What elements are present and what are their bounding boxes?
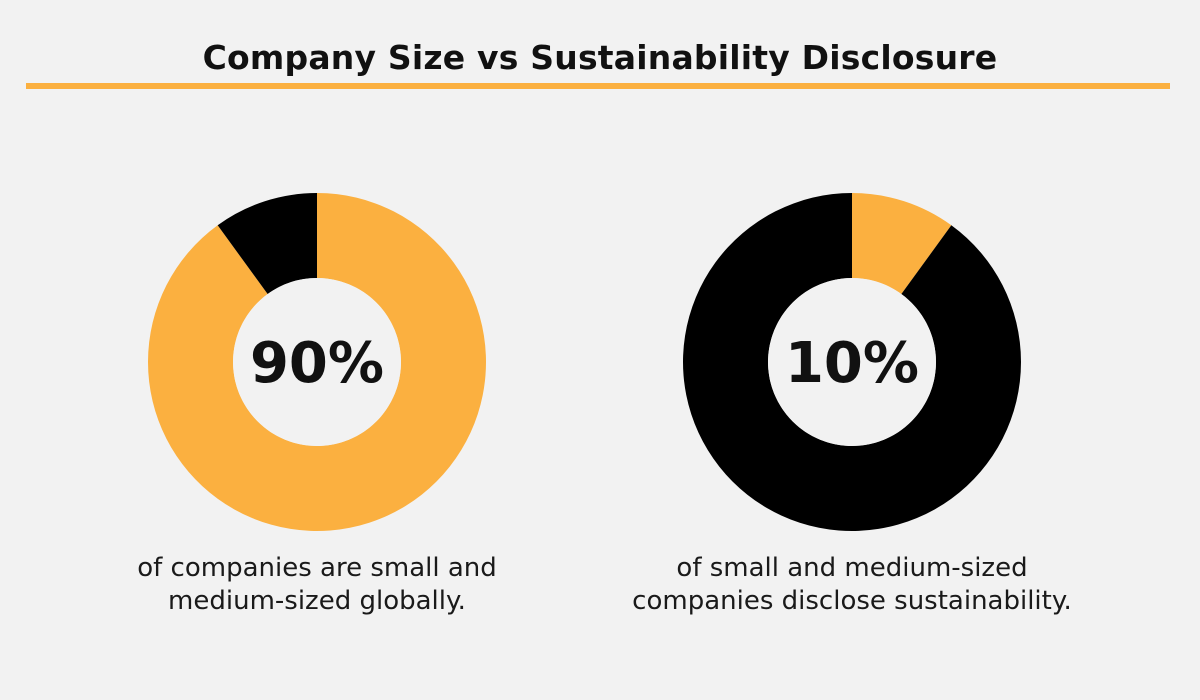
donut-slice-2: [683, 193, 1021, 531]
center-percent-label: 10%: [785, 331, 919, 396]
donut-hole: [233, 278, 401, 446]
donut-hole: [768, 278, 936, 446]
donut-chart-right: 10%: [683, 193, 1021, 531]
donut-slice-2: [217, 193, 317, 295]
page-title: Company Size vs Sustainability Disclosur…: [202, 38, 998, 77]
caption-right: of small and medium-sized companies disc…: [632, 553, 1072, 616]
caption-left: of companies are small and medium-sized …: [137, 553, 497, 616]
donut-slice-1: [852, 193, 952, 295]
center-percent-label: 90%: [250, 331, 384, 396]
donut-slice-1: [147, 193, 487, 531]
title-divider: [26, 83, 1170, 89]
donut-chart-left: 90%: [147, 193, 487, 531]
